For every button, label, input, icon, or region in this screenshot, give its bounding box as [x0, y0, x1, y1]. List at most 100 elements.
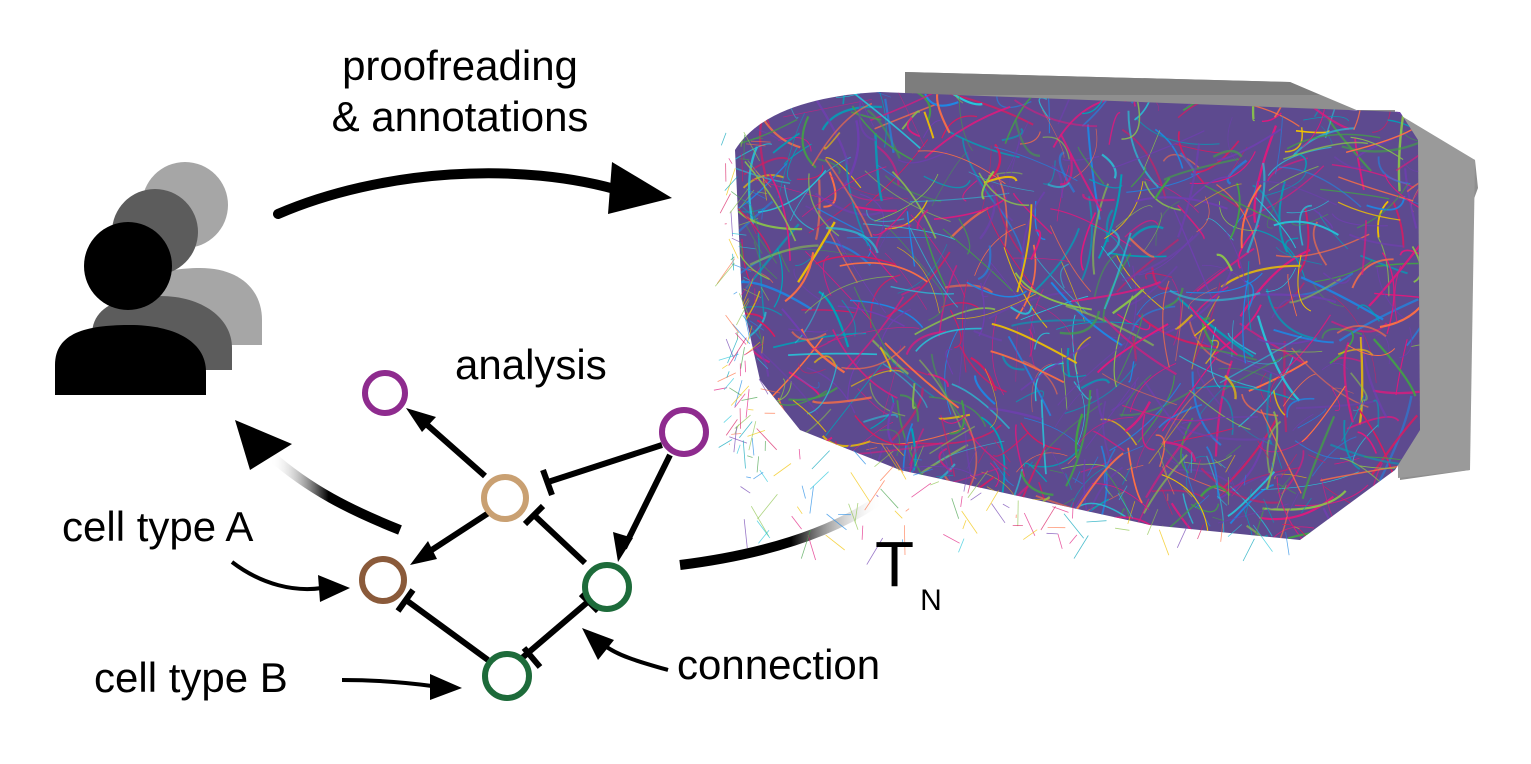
neuron-wisp — [895, 511, 902, 519]
analysis-feedback-arrow — [235, 420, 400, 530]
neuron-wisp — [751, 506, 768, 536]
neuron-wisp — [1058, 534, 1062, 549]
people-icon — [55, 162, 262, 395]
neuron-wisp — [721, 133, 726, 146]
time-main: T — [875, 528, 914, 600]
neuron-strand — [829, 43, 891, 98]
neuron-strand — [742, 468, 767, 523]
neuron-strand — [1194, 532, 1239, 610]
pointer-cell-type-b — [342, 680, 432, 686]
neuron-wisp — [963, 520, 966, 529]
neuron-strand — [1394, 526, 1463, 530]
neuron-wisp — [1087, 521, 1107, 522]
neuron-strand — [661, 120, 757, 132]
proofreading-title: proofreading & annotations — [300, 40, 620, 142]
neuron-strand — [1346, 537, 1377, 607]
title-line-2: & annotations — [300, 91, 620, 142]
node-purple-right — [662, 410, 706, 454]
neuron-strand — [736, 504, 809, 508]
neuron-wisp — [757, 429, 777, 450]
neuron-wisp — [851, 472, 870, 501]
neuron-strand — [1084, 537, 1123, 617]
time-label: TN — [875, 532, 936, 596]
neuron-wisp — [959, 539, 965, 553]
arrowhead-brown — [410, 541, 437, 565]
neuron-strand — [1074, 550, 1086, 576]
time-sub: N — [920, 584, 942, 617]
neuron-wisp — [741, 487, 751, 494]
time-arrow — [680, 498, 882, 565]
neuron-strand — [666, 300, 734, 327]
neuron-strand — [1240, 550, 1287, 611]
neuron-wisp — [1041, 506, 1056, 530]
neuron-strand — [714, 454, 736, 465]
neuron-strand — [709, 88, 766, 111]
neuron-wisp — [1074, 536, 1088, 559]
bar-tan-right — [543, 470, 552, 495]
neuron-wisp — [810, 486, 814, 513]
neuron-strand — [1307, 530, 1339, 593]
neuron-strand — [1368, 503, 1373, 530]
neuron-strand — [892, 495, 927, 530]
neuron-wisp — [724, 378, 734, 390]
node-green-right — [585, 565, 629, 609]
neuron-strand — [716, 313, 725, 360]
analysis-label: analysis — [455, 344, 607, 386]
neuron-wisp — [746, 477, 751, 478]
neuron-wisp — [986, 491, 998, 511]
neuron-strand — [988, 510, 1037, 523]
neuron-wisp — [810, 472, 829, 490]
neuron-wisp — [826, 535, 845, 550]
neuron-wisp — [733, 254, 734, 271]
neuron-strand — [771, 496, 849, 499]
neuron-strand — [828, 441, 838, 522]
neuron-strand — [738, 2, 749, 93]
neuron-strand — [771, 512, 843, 513]
neuron-strand — [818, 447, 844, 505]
neuron-strand — [761, 75, 770, 125]
neuron-strand — [711, 494, 792, 533]
neuron-strand — [1243, 544, 1299, 608]
neuron-wisp — [1159, 530, 1169, 556]
neuron-wisp — [745, 361, 746, 373]
neuron-wisp — [760, 470, 768, 482]
neuron-wisp — [962, 511, 978, 534]
edge-greenbottom-to-brown — [406, 600, 488, 660]
neuron-strand — [1357, 505, 1389, 531]
neuron-wisp — [753, 472, 763, 479]
neuron-wisp — [912, 483, 931, 497]
neuron-strand — [829, 456, 866, 498]
neuron-strand — [905, 490, 943, 533]
node-tan — [484, 477, 526, 519]
neuron-strand — [1337, 52, 1415, 90]
neuron-wisp — [748, 430, 766, 436]
neuron-wisp — [717, 259, 735, 284]
edge-purple-to-tan — [548, 445, 662, 482]
neuron-strand — [1324, 508, 1374, 571]
neuron-wisp — [726, 339, 733, 358]
neuron-strand — [738, 439, 784, 447]
neuron-wisp — [752, 438, 754, 455]
neuron-wisp — [1047, 533, 1058, 534]
neuron-strand — [697, 450, 738, 509]
neuron-wisp — [1070, 535, 1077, 544]
pointer-connection — [604, 645, 668, 670]
connection-label: connection — [677, 644, 880, 686]
neuron-wisp — [741, 347, 745, 369]
neuron-wisp — [722, 365, 727, 369]
neuron-strand — [1029, 515, 1041, 546]
neuron-strand — [800, 454, 858, 478]
proofreading-arrow — [278, 162, 672, 214]
neuron-wisp — [930, 482, 939, 485]
neuron-strand — [793, 487, 850, 505]
neuron-strand — [1346, 509, 1394, 526]
neuron-wisp — [744, 135, 745, 160]
neuron-wisp — [799, 449, 800, 459]
neuron-wisp — [802, 486, 805, 499]
neuron-wisp — [743, 440, 745, 468]
neuron-strand — [708, 239, 739, 246]
neuron-wisp — [737, 445, 740, 454]
neuron-wisp — [719, 440, 732, 448]
neuron-strand — [704, 359, 744, 388]
